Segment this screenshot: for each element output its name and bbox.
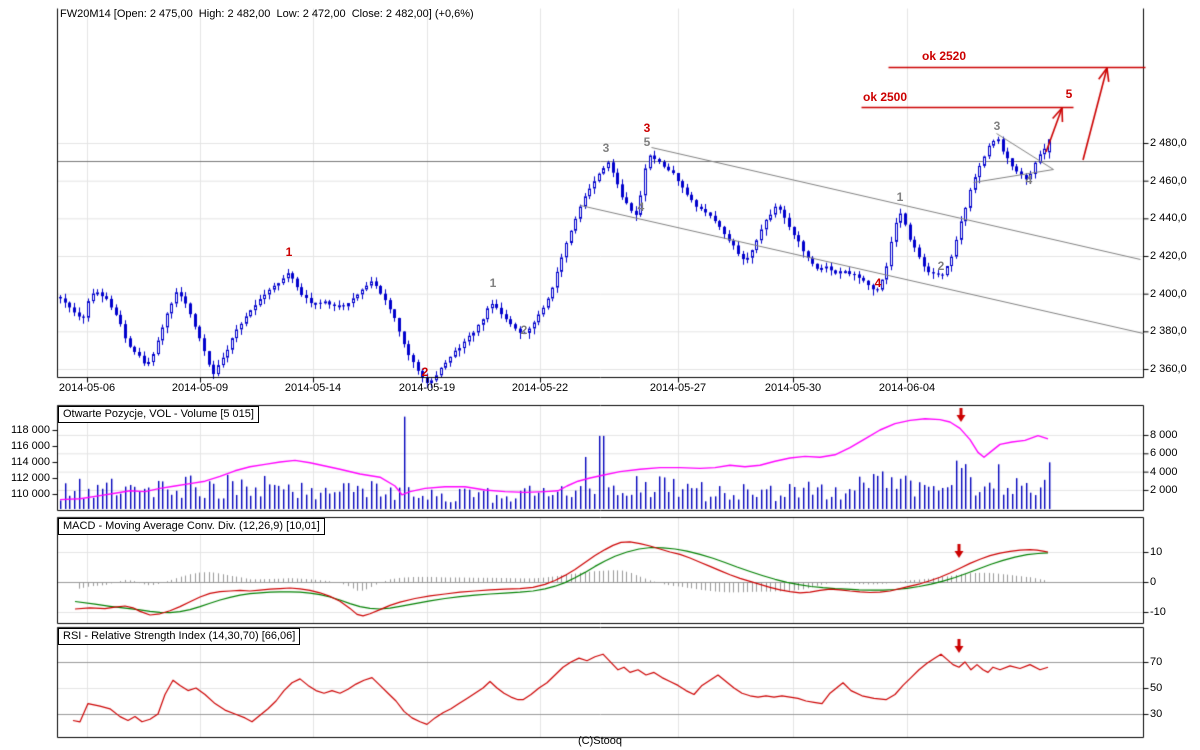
- macd-axis-label: 0: [1150, 576, 1157, 588]
- price-axis-label: 2 400,0: [1150, 287, 1187, 300]
- macd-panel-title: MACD - Moving Average Conv. Div. (12,26,…: [58, 518, 325, 535]
- open-interest-axis-label: 110 000: [11, 488, 50, 500]
- elliott-wave-red-1: 1: [285, 245, 293, 259]
- price-axis-label: 2 420,0: [1150, 249, 1187, 262]
- macd-axis-label: 10: [1150, 546, 1163, 558]
- volume-panel-title: Otwarte Pozycje, VOL - Volume [5 015]: [58, 406, 259, 423]
- elliott-wave-gray-4: 4: [1025, 173, 1033, 187]
- elliott-wave-gray-2: 2: [937, 259, 945, 273]
- date-axis-label: 2014-05-27: [649, 382, 707, 394]
- volume-axis-label: 2 000: [1150, 483, 1178, 496]
- macd-axis-label: -10: [1150, 606, 1166, 618]
- date-axis-label: 2014-05-30: [764, 382, 822, 394]
- date-axis-label: 2014-05-19: [398, 382, 456, 394]
- rsi-axis-label: 50: [1150, 682, 1163, 694]
- open-interest-axis-label: 114 000: [11, 456, 50, 468]
- price-axis-label: 2 480,0: [1150, 137, 1187, 149]
- date-axis-label: 2014-05-06: [58, 382, 116, 394]
- open-interest-axis-label: 112 000: [11, 472, 50, 484]
- elliott-wave-gray-3: 3: [602, 141, 610, 155]
- open-interest-axis-label: 118 000: [11, 424, 50, 436]
- elliott-wave-gray-3: 3: [993, 119, 1001, 133]
- volume-axis-label: 8 000: [1150, 428, 1178, 441]
- elliott-wave-red-5: 5: [1065, 87, 1073, 101]
- elliott-wave-red-2: 2: [421, 365, 429, 379]
- elliott-wave-gray-1: 1: [489, 276, 497, 290]
- open-interest-axis-label: 116 000: [11, 440, 50, 452]
- elliott-wave-red-4: 4: [874, 276, 882, 290]
- price-axis-label: 2 460,0: [1150, 174, 1187, 187]
- date-axis-label: 2014-06-04: [878, 382, 936, 394]
- price-axis-label: 2 360,0: [1150, 362, 1187, 375]
- date-axis-label: 2014-05-14: [284, 382, 342, 394]
- resistance-label-2520: ok 2520: [922, 49, 967, 63]
- rsi-panel-title: RSI - Relative Strength Index (14,30,70)…: [58, 628, 301, 645]
- main-chart-title: FW20M14 [Open: 2 475,00 High: 2 482,00 L…: [60, 8, 474, 20]
- volume-axis-label: 4 000: [1150, 465, 1178, 478]
- elliott-wave-gray-4: 4: [637, 200, 645, 214]
- elliott-wave-red-3: 3: [643, 121, 651, 135]
- price-axis-label: 2 380,0: [1150, 325, 1187, 338]
- elliott-wave-gray-1: 1: [896, 190, 904, 204]
- date-axis-label: 2014-05-09: [171, 382, 229, 394]
- elliott-wave-gray-5: 5: [643, 135, 651, 149]
- copyright-footer: (C)Stooq: [577, 735, 623, 747]
- price-axis-label: 2 440,0: [1150, 212, 1187, 225]
- date-axis-label: 2014-05-22: [511, 382, 569, 394]
- elliott-wave-gray-2: 2: [520, 323, 528, 337]
- rsi-axis-label: 30: [1150, 708, 1163, 720]
- resistance-label-2500: ok 2500: [863, 90, 908, 104]
- rsi-axis-label: 70: [1150, 656, 1163, 668]
- volume-axis-label: 6 000: [1150, 447, 1178, 460]
